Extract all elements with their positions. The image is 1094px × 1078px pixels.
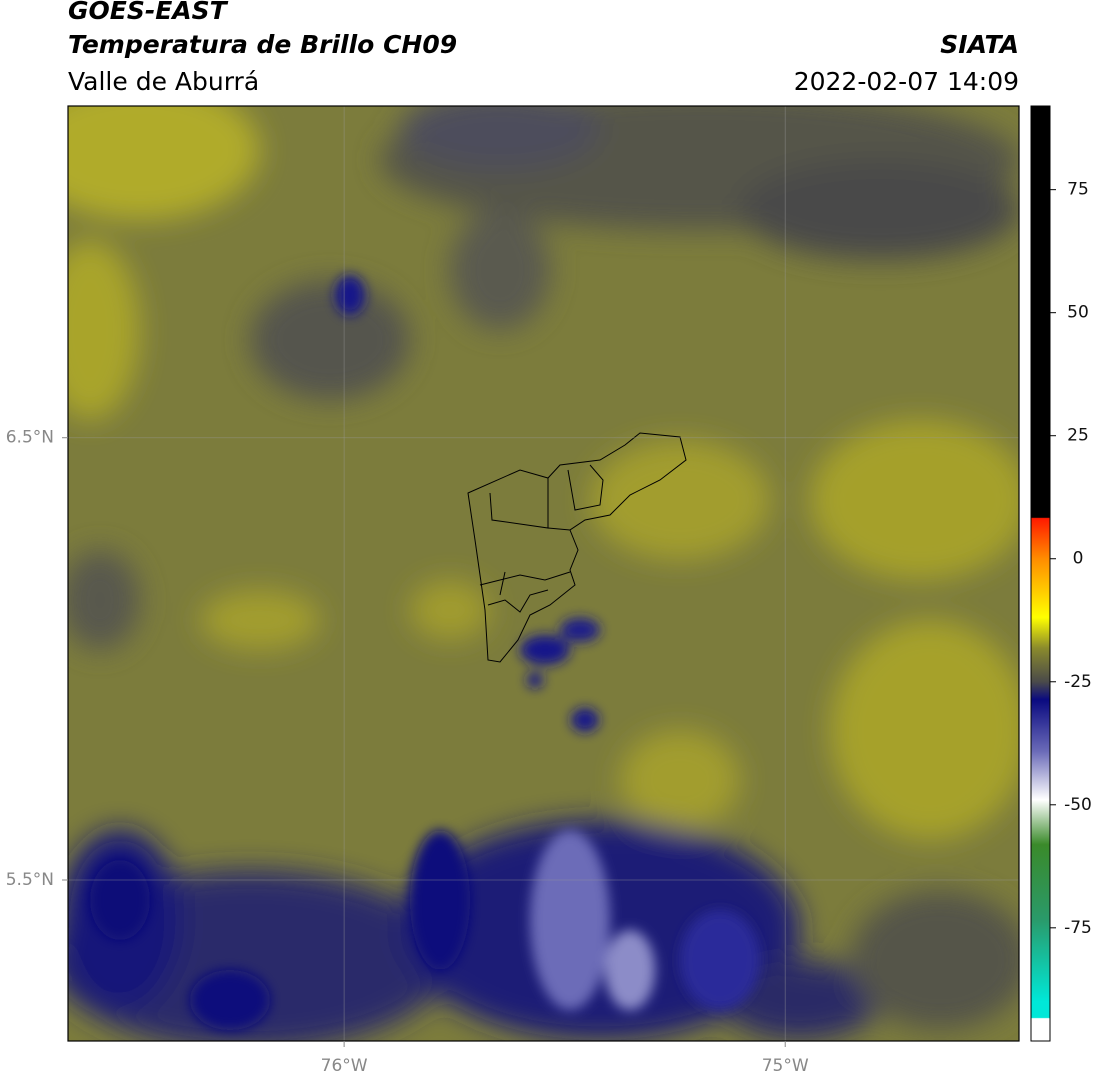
subtitle: Temperatura de Brillo CH09	[68, 30, 457, 59]
colorbar-tick-label: -50	[1064, 795, 1092, 815]
map-frame	[67, 105, 1020, 1042]
source: SIATA	[940, 30, 1019, 59]
x-tick-label: 76°W	[321, 1056, 368, 1076]
title: GOES-EAST	[68, 0, 229, 25]
y-tick-label: 5.5°N	[6, 870, 54, 890]
region: Valle de Aburrá	[68, 67, 259, 96]
y-tick-label: 6.5°N	[6, 428, 54, 448]
municipal-boundaries	[467, 432, 687, 663]
colorbar-tick-label: 75	[1067, 180, 1089, 200]
colorbar-tick-label: 25	[1067, 426, 1089, 446]
brightness-field	[68, 106, 1019, 1041]
colorbar	[1030, 105, 1051, 1042]
colorbar-tick-label: 0	[1073, 549, 1084, 569]
x-tick-label: 75°W	[762, 1056, 809, 1076]
timestamp: 2022-02-07 14:09	[794, 67, 1019, 96]
colorbar-tick-label: -75	[1064, 918, 1092, 938]
colorbar-tick-label: 50	[1067, 303, 1089, 323]
colorbar-tick-label: -25	[1064, 672, 1092, 692]
map-grid	[68, 106, 1019, 1041]
